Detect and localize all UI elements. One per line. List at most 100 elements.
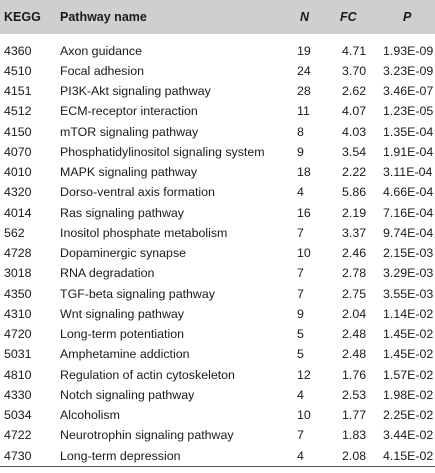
cell-p: 1.93E-09 <box>383 43 434 58</box>
cell-fc: 2.75 <box>342 286 367 301</box>
cell-n: 9 <box>297 144 304 159</box>
cell-n: 4 <box>297 448 304 463</box>
cell-kegg: 4810 <box>4 367 32 382</box>
cell-pathway-name: Notch signaling pathway <box>60 387 195 402</box>
cell-kegg: 4510 <box>4 63 32 78</box>
cell-fc: 2.62 <box>342 84 367 98</box>
header-pathway-name: Pathway name <box>60 10 147 24</box>
cell-p: 1.45E-02 <box>383 347 434 362</box>
cell-n: 7 <box>297 428 304 443</box>
cell-kegg: 4014 <box>4 205 32 220</box>
table-row: 4070 Phosphatidylinositol signaling syste… <box>0 141 435 161</box>
cell-p: 2.15E-03 <box>383 246 434 260</box>
cell-fc: 2.22 <box>342 165 367 179</box>
cell-kegg: 4720 <box>4 327 32 341</box>
table-row: 562 Inositol phosphate metabolism 7 3.37 9.7… <box>0 222 435 242</box>
cell-p: 3.11E-04 <box>383 165 433 179</box>
cell-kegg: 4070 <box>4 144 32 159</box>
cell-p: 1.91E-04 <box>383 144 434 159</box>
table-row: 4512 ECM-receptor interaction 11 4.07 1.23E-… <box>0 100 435 120</box>
cell-pathway-name: Long-term depression <box>60 448 181 463</box>
cell-pathway-name: Long-term potentiation <box>60 327 184 341</box>
cell-p: 3.55E-03 <box>383 286 434 301</box>
cell-kegg: 4320 <box>4 185 32 200</box>
table-row: 4722 Neurotrophin signaling pathway 7 1.83 3… <box>0 424 435 444</box>
cell-fc: 5.86 <box>342 185 367 200</box>
cell-pathway-name: Ras signaling pathway <box>60 205 184 220</box>
cell-n: 24 <box>297 63 311 78</box>
cell-fc: 2.48 <box>342 327 367 341</box>
cell-kegg: 4728 <box>4 246 32 260</box>
cell-n: 12 <box>297 367 311 382</box>
cell-pathway-name: Axon guidance <box>60 43 142 58</box>
cell-kegg: 5034 <box>4 408 32 422</box>
cell-p: 3.29E-03 <box>383 266 434 281</box>
cell-pathway-name: Phosphatidylinositol signaling system <box>60 144 265 159</box>
cell-fc: 2.04 <box>342 306 367 321</box>
cell-n: 5 <box>297 347 304 362</box>
table-bottom-rule <box>0 466 435 467</box>
cell-pathway-name: Dorso-ventral axis formation <box>60 185 215 200</box>
cell-pathway-name: Amphetamine addiction <box>60 347 190 362</box>
cell-kegg: 4730 <box>4 448 32 463</box>
cell-p: 1.35E-04 <box>383 124 434 139</box>
cell-n: 10 <box>297 246 311 260</box>
cell-kegg: 562 <box>4 225 25 240</box>
cell-pathway-name: Dopaminergic synapse <box>60 246 187 260</box>
cell-n: 8 <box>297 124 304 139</box>
cell-fc: 2.08 <box>342 448 367 463</box>
cell-n: 5 <box>297 327 304 341</box>
table-row: 5031 Amphetamine addiction 5 2.48 1.45E-02 <box>0 343 435 363</box>
cell-pathway-name: ECM-receptor interaction <box>60 104 198 119</box>
table-row: 4360 Axon guidance 19 4.71 1.93E-09 <box>0 40 435 60</box>
table-row: 4350 TGF-beta signaling pathway 7 2.75 3.55E… <box>0 283 435 303</box>
cell-n: 4 <box>297 387 304 402</box>
cell-pathway-name: Neurotrophin signaling pathway <box>60 428 234 443</box>
cell-fc: 4.07 <box>342 104 367 119</box>
cell-n: 7 <box>297 225 304 240</box>
cell-p: 4.66E-04 <box>383 185 434 200</box>
cell-fc: 2.78 <box>342 266 367 281</box>
cell-p: 9.74E-04 <box>383 225 434 240</box>
header-kegg: KEGG <box>4 10 41 24</box>
cell-pathway-name: mTOR signaling pathway <box>60 124 199 139</box>
cell-n: 4 <box>297 185 304 200</box>
cell-n: 11 <box>297 104 310 119</box>
cell-pathway-name: TGF-beta signaling pathway <box>60 286 215 301</box>
cell-fc: 1.76 <box>342 367 367 382</box>
cell-pathway-name: Inositol phosphate metabolism <box>60 225 228 240</box>
cell-kegg: 4350 <box>4 286 32 301</box>
table-row: 5034 Alcoholism 10 1.77 2.25E-02 <box>0 404 435 424</box>
cell-kegg: 4360 <box>4 43 32 58</box>
cell-p: 1.14E-02 <box>383 306 434 321</box>
cell-fc: 3.54 <box>342 144 367 159</box>
table-row: 4330 Notch signaling pathway 4 2.53 1.98E-02 <box>0 384 435 404</box>
cell-kegg: 4722 <box>4 428 32 443</box>
cell-fc: 2.48 <box>342 347 367 362</box>
cell-p: 4.15E-02 <box>383 448 434 463</box>
cell-pathway-name: Wnt signaling pathway <box>60 306 184 321</box>
cell-kegg: 4150 <box>4 124 32 139</box>
table-row: 4810 Regulation of actin cytoskeleton 12 1.… <box>0 364 435 384</box>
table-row: 4150 mTOR signaling pathway 8 4.03 1.35E-04 <box>0 121 435 141</box>
cell-kegg: 4330 <box>4 387 32 402</box>
cell-pathway-name: RNA degradation <box>60 266 155 281</box>
cell-fc: 2.19 <box>342 205 367 220</box>
cell-p: 3.44E-02 <box>383 428 434 443</box>
cell-fc: 3.70 <box>342 63 367 78</box>
table-row: 4728 Dopaminergic synapse 10 2.46 2.15E-03 <box>0 242 435 262</box>
cell-fc: 2.53 <box>342 387 367 402</box>
cell-p: 1.57E-02 <box>383 367 434 382</box>
cell-pathway-name: Focal adhesion <box>60 63 145 78</box>
cell-n: 7 <box>297 266 304 281</box>
table-row: 4310 Wnt signaling pathway 9 2.04 1.14E-02 <box>0 303 435 323</box>
cell-p: 1.98E-02 <box>383 387 434 402</box>
cell-kegg: 4512 <box>4 104 32 119</box>
cell-n: 18 <box>297 165 311 179</box>
cell-p: 1.45E-02 <box>383 327 434 341</box>
table-row: 4010 MAPK signaling pathway 18 2.22 3.11E-04 <box>0 161 435 181</box>
header-p: P <box>403 10 412 24</box>
table-header: KEGG Pathway name N FC P <box>0 0 435 34</box>
cell-kegg: 5031 <box>4 347 32 362</box>
